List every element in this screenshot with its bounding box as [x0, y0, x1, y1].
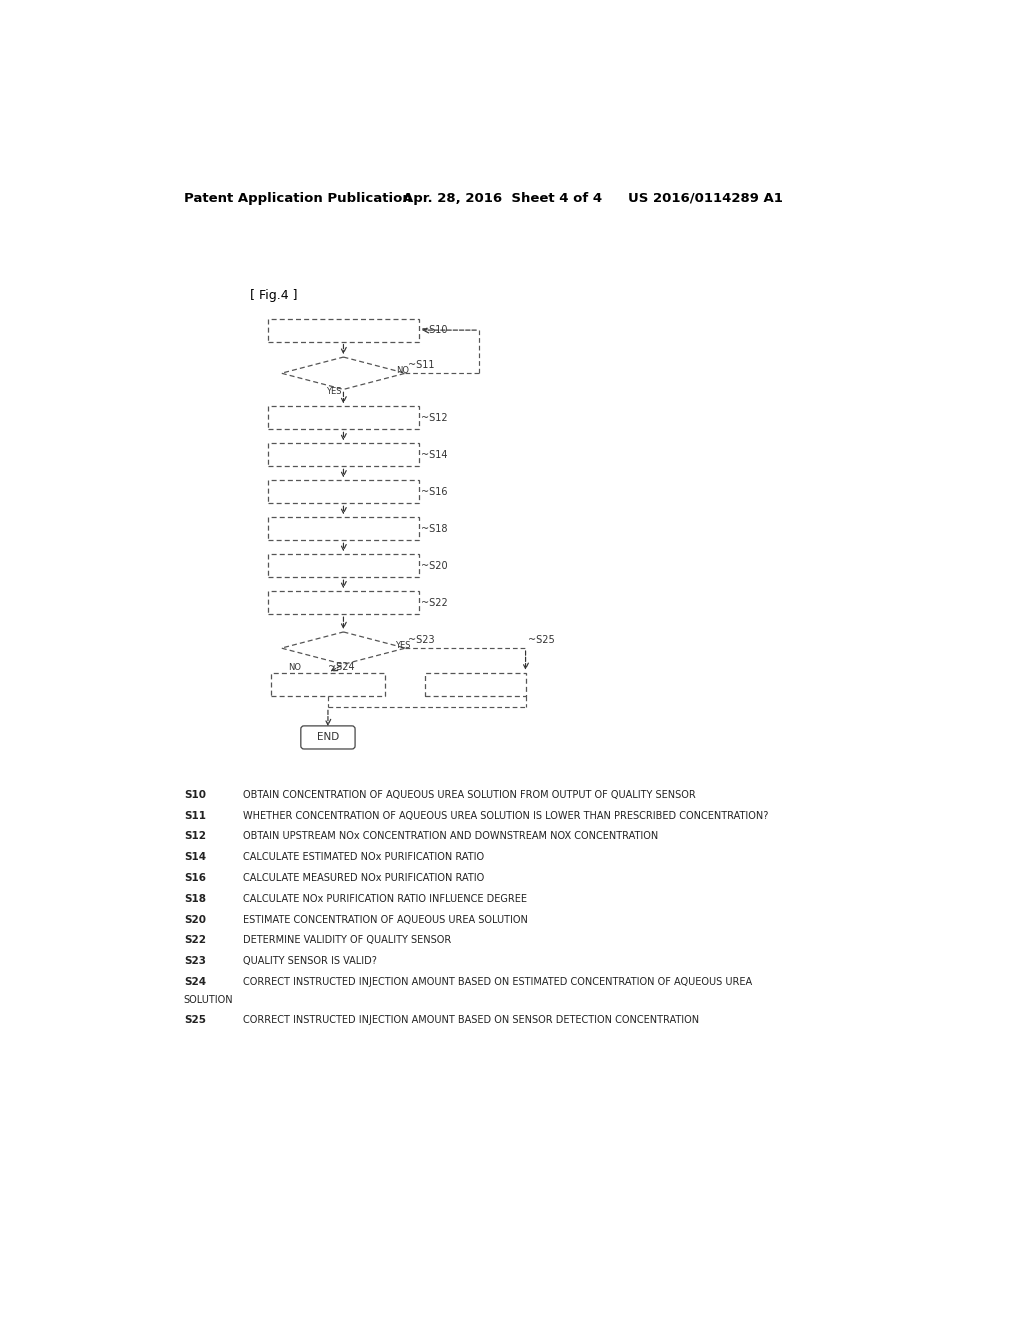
- Text: S25: S25: [183, 1015, 206, 1026]
- Text: OBTAIN CONCENTRATION OF AQUEOUS UREA SOLUTION FROM OUTPUT OF QUALITY SENSOR: OBTAIN CONCENTRATION OF AQUEOUS UREA SOL…: [243, 789, 695, 800]
- Text: ~S16: ~S16: [421, 487, 447, 496]
- FancyBboxPatch shape: [268, 591, 419, 614]
- FancyBboxPatch shape: [268, 517, 419, 540]
- FancyBboxPatch shape: [268, 480, 419, 503]
- Text: OBTAIN UPSTREAM NOx CONCENTRATION AND DOWNSTREAM NOX CONCENTRATION: OBTAIN UPSTREAM NOx CONCENTRATION AND DO…: [243, 832, 658, 841]
- Text: ~S12: ~S12: [421, 413, 447, 422]
- Text: S11: S11: [183, 810, 206, 821]
- Text: S10: S10: [183, 789, 206, 800]
- Text: US 2016/0114289 A1: US 2016/0114289 A1: [628, 191, 782, 205]
- Text: ~S25: ~S25: [528, 635, 555, 644]
- FancyBboxPatch shape: [268, 444, 419, 466]
- Text: SOLUTION: SOLUTION: [183, 995, 233, 1005]
- Text: NO: NO: [396, 367, 410, 375]
- Text: ~S24: ~S24: [328, 663, 354, 672]
- Text: WHETHER CONCENTRATION OF AQUEOUS UREA SOLUTION IS LOWER THAN PRESCRIBED CONCENTR: WHETHER CONCENTRATION OF AQUEOUS UREA SO…: [243, 810, 768, 821]
- Text: ~S20: ~S20: [421, 561, 447, 570]
- Text: CALCULATE NOx PURIFICATION RATIO INFLUENCE DEGREE: CALCULATE NOx PURIFICATION RATIO INFLUEN…: [243, 894, 526, 904]
- Text: S18: S18: [183, 894, 206, 904]
- Text: S23: S23: [183, 956, 206, 966]
- Text: CORRECT INSTRUCTED INJECTION AMOUNT BASED ON SENSOR DETECTION CONCENTRATION: CORRECT INSTRUCTED INJECTION AMOUNT BASE…: [243, 1015, 698, 1026]
- Text: S22: S22: [183, 936, 206, 945]
- Text: S14: S14: [183, 853, 206, 862]
- FancyBboxPatch shape: [268, 407, 419, 429]
- Text: CALCULATE ESTIMATED NOx PURIFICATION RATIO: CALCULATE ESTIMATED NOx PURIFICATION RAT…: [243, 853, 483, 862]
- Text: ~S10: ~S10: [421, 325, 447, 335]
- Text: END: END: [316, 733, 339, 742]
- FancyBboxPatch shape: [268, 554, 419, 577]
- FancyBboxPatch shape: [270, 673, 385, 696]
- Text: S16: S16: [183, 873, 206, 883]
- Text: ~S22: ~S22: [421, 598, 449, 607]
- Text: S12: S12: [183, 832, 206, 841]
- Text: ~S11: ~S11: [408, 360, 434, 370]
- Text: [ Fig.4 ]: [ Fig.4 ]: [251, 289, 298, 302]
- Text: NO: NO: [288, 663, 301, 672]
- Text: ~S18: ~S18: [421, 524, 447, 533]
- Text: CALCULATE MEASURED NOx PURIFICATION RATIO: CALCULATE MEASURED NOx PURIFICATION RATI…: [243, 873, 484, 883]
- Text: YES: YES: [394, 642, 410, 651]
- Text: ~S23: ~S23: [408, 635, 434, 644]
- Text: Patent Application Publication: Patent Application Publication: [183, 191, 412, 205]
- Text: ~S14: ~S14: [421, 450, 447, 459]
- FancyBboxPatch shape: [268, 318, 419, 342]
- Text: Apr. 28, 2016  Sheet 4 of 4: Apr. 28, 2016 Sheet 4 of 4: [403, 191, 602, 205]
- Text: YES: YES: [327, 387, 342, 396]
- Text: CORRECT INSTRUCTED INJECTION AMOUNT BASED ON ESTIMATED CONCENTRATION OF AQUEOUS : CORRECT INSTRUCTED INJECTION AMOUNT BASE…: [243, 977, 752, 987]
- Text: ESTIMATE CONCENTRATION OF AQUEOUS UREA SOLUTION: ESTIMATE CONCENTRATION OF AQUEOUS UREA S…: [243, 915, 527, 924]
- FancyBboxPatch shape: [301, 726, 355, 748]
- Text: DETERMINE VALIDITY OF QUALITY SENSOR: DETERMINE VALIDITY OF QUALITY SENSOR: [243, 936, 451, 945]
- FancyBboxPatch shape: [425, 673, 525, 696]
- Text: S20: S20: [183, 915, 206, 924]
- Text: QUALITY SENSOR IS VALID?: QUALITY SENSOR IS VALID?: [243, 956, 377, 966]
- Text: S24: S24: [183, 977, 206, 987]
